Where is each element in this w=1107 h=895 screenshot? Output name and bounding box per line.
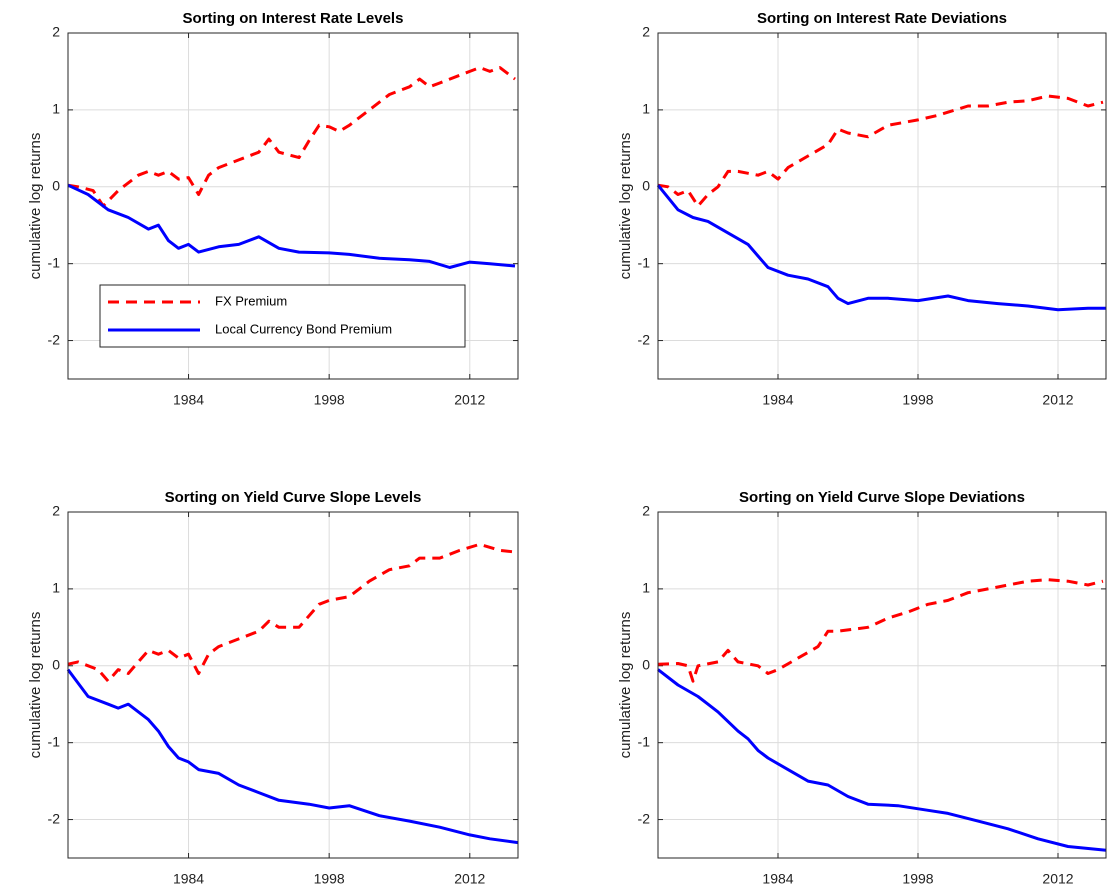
y-tick-label: 1	[52, 580, 60, 596]
subplot: -2 -1 0 1 2 1984 1998 2012 Sorting on Yield Curv…	[27, 489, 519, 887]
x-tick-label: 1984	[762, 871, 793, 887]
y-tick-label: 0	[642, 656, 650, 672]
x-tick-label: 2012	[454, 871, 485, 887]
x-tick-label: 1984	[173, 392, 204, 408]
axes-box	[67, 511, 519, 859]
y-tick-label: -2	[638, 331, 651, 347]
y-axis-label: cumulative log returns	[617, 612, 634, 759]
x-tick-label: 1998	[902, 871, 933, 887]
y-tick-label: 2	[52, 24, 60, 40]
y-tick-label: -1	[48, 733, 61, 749]
chart-title: Sorting on Yield Curve Slope Levels	[165, 489, 422, 506]
y-tick-label: -1	[638, 733, 651, 749]
y-tick-label: 1	[52, 101, 60, 117]
x-tick-label: 1984	[173, 871, 204, 887]
y-axis-label: cumulative log returns	[27, 133, 44, 280]
y-tick-label: -1	[638, 254, 651, 270]
subplot: -2 -1 0 1 2 1984 1998 2012 Sorting on Interest R…	[617, 10, 1107, 408]
series-line	[67, 183, 516, 269]
y-tick-label: -2	[48, 331, 61, 347]
plot-area	[658, 33, 1106, 379]
axes-box	[657, 32, 1107, 380]
series-line	[657, 578, 1104, 683]
y-tick-label: -2	[638, 810, 651, 826]
y-tick-label: 2	[642, 24, 650, 40]
x-tick-label: 1998	[902, 392, 933, 408]
y-axis-label: cumulative log returns	[27, 612, 44, 759]
y-tick-label: 1	[642, 580, 650, 596]
chart-title: Sorting on Interest Rate Deviations	[757, 10, 1007, 27]
y-tick-label: 1	[642, 101, 650, 117]
x-tick-label: 2012	[454, 392, 485, 408]
series-line	[657, 94, 1104, 208]
x-tick-label: 2012	[1042, 871, 1073, 887]
x-tick-label: 1998	[314, 392, 345, 408]
y-tick-label: 0	[642, 177, 650, 193]
axes-box	[67, 32, 519, 380]
plot-area	[658, 512, 1106, 858]
legend-label: FX Premium	[215, 293, 287, 308]
y-tick-label: -1	[48, 254, 61, 270]
series-line	[67, 542, 516, 683]
y-tick-label: 0	[52, 656, 60, 672]
chart-title: Sorting on Yield Curve Slope Deviations	[739, 489, 1025, 506]
series-line	[656, 184, 1106, 312]
x-tick-label: 1998	[314, 871, 345, 887]
x-tick-label: 2012	[1042, 392, 1073, 408]
legend-label: Local Currency Bond Premium	[215, 321, 392, 336]
x-tick-label: 1984	[762, 392, 793, 408]
y-axis-label: cumulative log returns	[617, 133, 634, 280]
y-tick-label: 2	[52, 503, 60, 519]
legend-box	[99, 284, 466, 348]
chart-title: Sorting on Interest Rate Levels	[183, 10, 404, 27]
subplot: -2 -1 0 1 2 1984 1998 2012 Sorting on Yield Curv…	[617, 489, 1107, 887]
y-tick-label: 0	[52, 177, 60, 193]
subplot: -2 -1 0 1 2 1984 1998 2012 Sorting on Interest R…	[27, 10, 519, 408]
legend: FX Premium Local Currency Bond Premium	[99, 284, 466, 348]
plot-area	[68, 512, 518, 858]
y-tick-label: 2	[642, 503, 650, 519]
y-tick-label: -2	[48, 810, 61, 826]
series-line	[67, 66, 516, 208]
axes-box	[657, 511, 1107, 859]
series-line	[657, 668, 1107, 852]
series-line	[66, 668, 519, 845]
